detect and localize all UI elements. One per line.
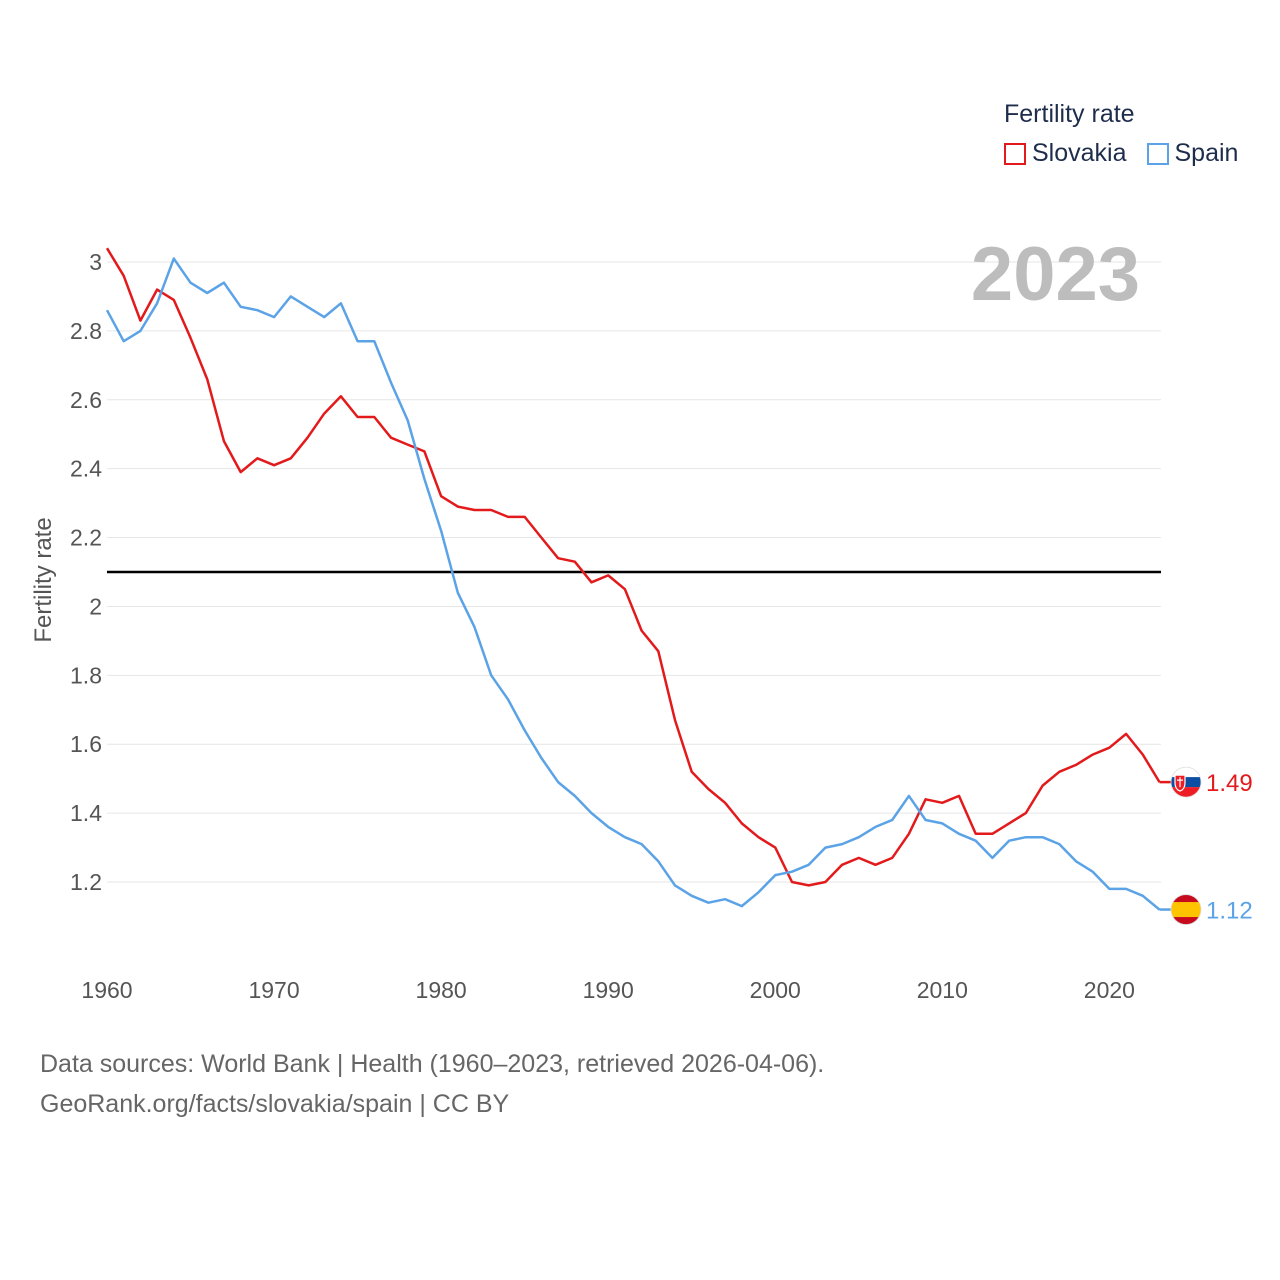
end-value-label-slovakia: 1.49: [1206, 770, 1253, 797]
y-tick-label: 1.4: [70, 800, 102, 826]
y-axis-title: Fertility rate: [30, 517, 57, 642]
legend-label-spain: Spain: [1174, 139, 1239, 167]
x-tick-label: 1970: [248, 977, 299, 1003]
y-tick-label: 2.6: [70, 387, 102, 413]
y-tick-label: 1.8: [70, 662, 102, 688]
y-tick-label: 1.2: [70, 869, 102, 895]
end-value-label-spain: 1.12: [1206, 898, 1253, 925]
footer: Data sources: World Bank | Health (1960–…: [40, 1044, 824, 1124]
legend-title: Fertility rate: [1004, 100, 1135, 128]
series-lines: [105, 247, 1161, 911]
legend-swatch-spain: [1146, 142, 1169, 165]
legend: Fertility rate Slovakia Spain: [1004, 100, 1238, 168]
data-sources-note: Data sources: World Bank | Health (1960–…: [40, 1050, 825, 1078]
x-tick-label: 2010: [917, 977, 968, 1003]
x-tick-label: 2000: [750, 977, 801, 1003]
legend-label-slovakia: Slovakia: [1032, 139, 1127, 167]
series-line-spain[interactable]: [105, 257, 1161, 911]
grid-lines: [107, 261, 1161, 883]
y-axis-ticks: 1.2 1.4 1.6 1.8 2 2.2 2.4 2.6 2.8 3: [70, 249, 102, 895]
year-badge: 2023: [971, 232, 1140, 317]
y-tick-label: 2: [89, 593, 102, 619]
series-end-markers: 1.49 1.12: [1159, 766, 1253, 925]
x-tick-label: 2020: [1084, 977, 1135, 1003]
series-line-slovakia[interactable]: [105, 247, 1161, 887]
x-tick-label: 1980: [416, 977, 467, 1003]
legend-items: Slovakia Spain: [1004, 139, 1238, 168]
x-tick-label: 1990: [583, 977, 634, 1003]
y-tick-label: 2.4: [70, 456, 102, 482]
spain-flag-icon: [1170, 894, 1202, 925]
y-tick-label: 1.6: [70, 731, 102, 757]
y-tick-label: 2.8: [70, 318, 102, 344]
y-tick-label: 3: [89, 249, 102, 275]
x-tick-label: 1960: [81, 977, 132, 1003]
slovakia-flag-icon: [1170, 766, 1202, 798]
source-url: GeoRank.org/facts/slovakia/spain | CC BY: [40, 1090, 510, 1118]
y-tick-label: 2.2: [70, 525, 102, 551]
x-axis-ticks: 1960 1970 1980 1990 2000 2010 2020: [81, 977, 1135, 1003]
legend-item-slovakia[interactable]: Slovakia: [1004, 139, 1127, 168]
legend-swatch-slovakia: [1004, 142, 1026, 165]
legend-item-spain[interactable]: Spain: [1146, 139, 1239, 168]
